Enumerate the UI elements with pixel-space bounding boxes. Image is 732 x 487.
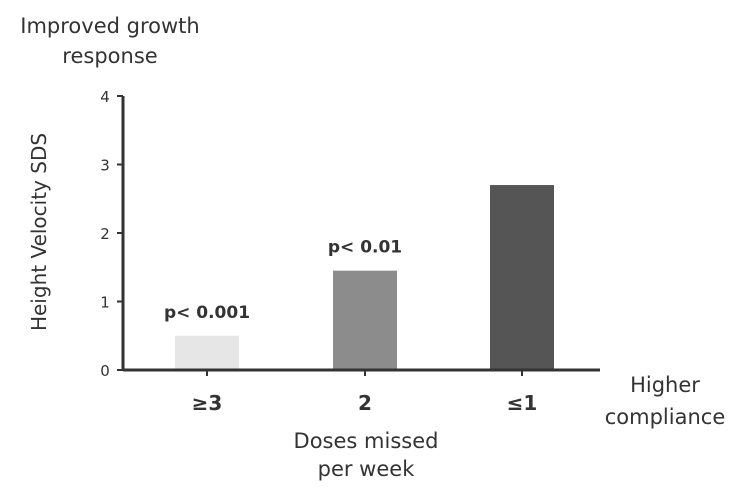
- bar: [333, 270, 397, 370]
- bar-annotation: p< 0.01: [328, 238, 402, 258]
- right-annotation-line-2: compliance: [605, 405, 726, 429]
- y-tick-label: 3: [100, 157, 110, 175]
- bars-group: p< 0.001 p< 0.01: [164, 185, 554, 370]
- x-tick-label: ≥3: [192, 391, 223, 415]
- x-tick-label: 2: [358, 391, 372, 415]
- x-axis-ticks: ≥3 2 ≤1: [192, 370, 538, 415]
- y-tick-label: 2: [100, 225, 110, 243]
- top-annotation-line-1: Improved growth: [20, 14, 199, 38]
- x-axis-label-line-1: Doses missed: [294, 429, 439, 453]
- bar: [490, 185, 554, 370]
- bar: [175, 335, 239, 370]
- y-tick-label: 4: [100, 88, 110, 106]
- y-axis-ticks: 0 1 2 3 4: [100, 88, 123, 380]
- y-tick-label: 0: [100, 362, 110, 380]
- x-axis-label-line-2: per week: [318, 457, 416, 481]
- x-tick-label: ≤1: [507, 391, 538, 415]
- right-annotation-line-1: Higher: [630, 373, 700, 397]
- y-axis-label: Height Velocity SDS: [27, 133, 51, 331]
- bar-annotation: p< 0.001: [164, 303, 250, 323]
- y-tick-label: 1: [100, 294, 110, 312]
- top-annotation-line-2: response: [62, 44, 157, 68]
